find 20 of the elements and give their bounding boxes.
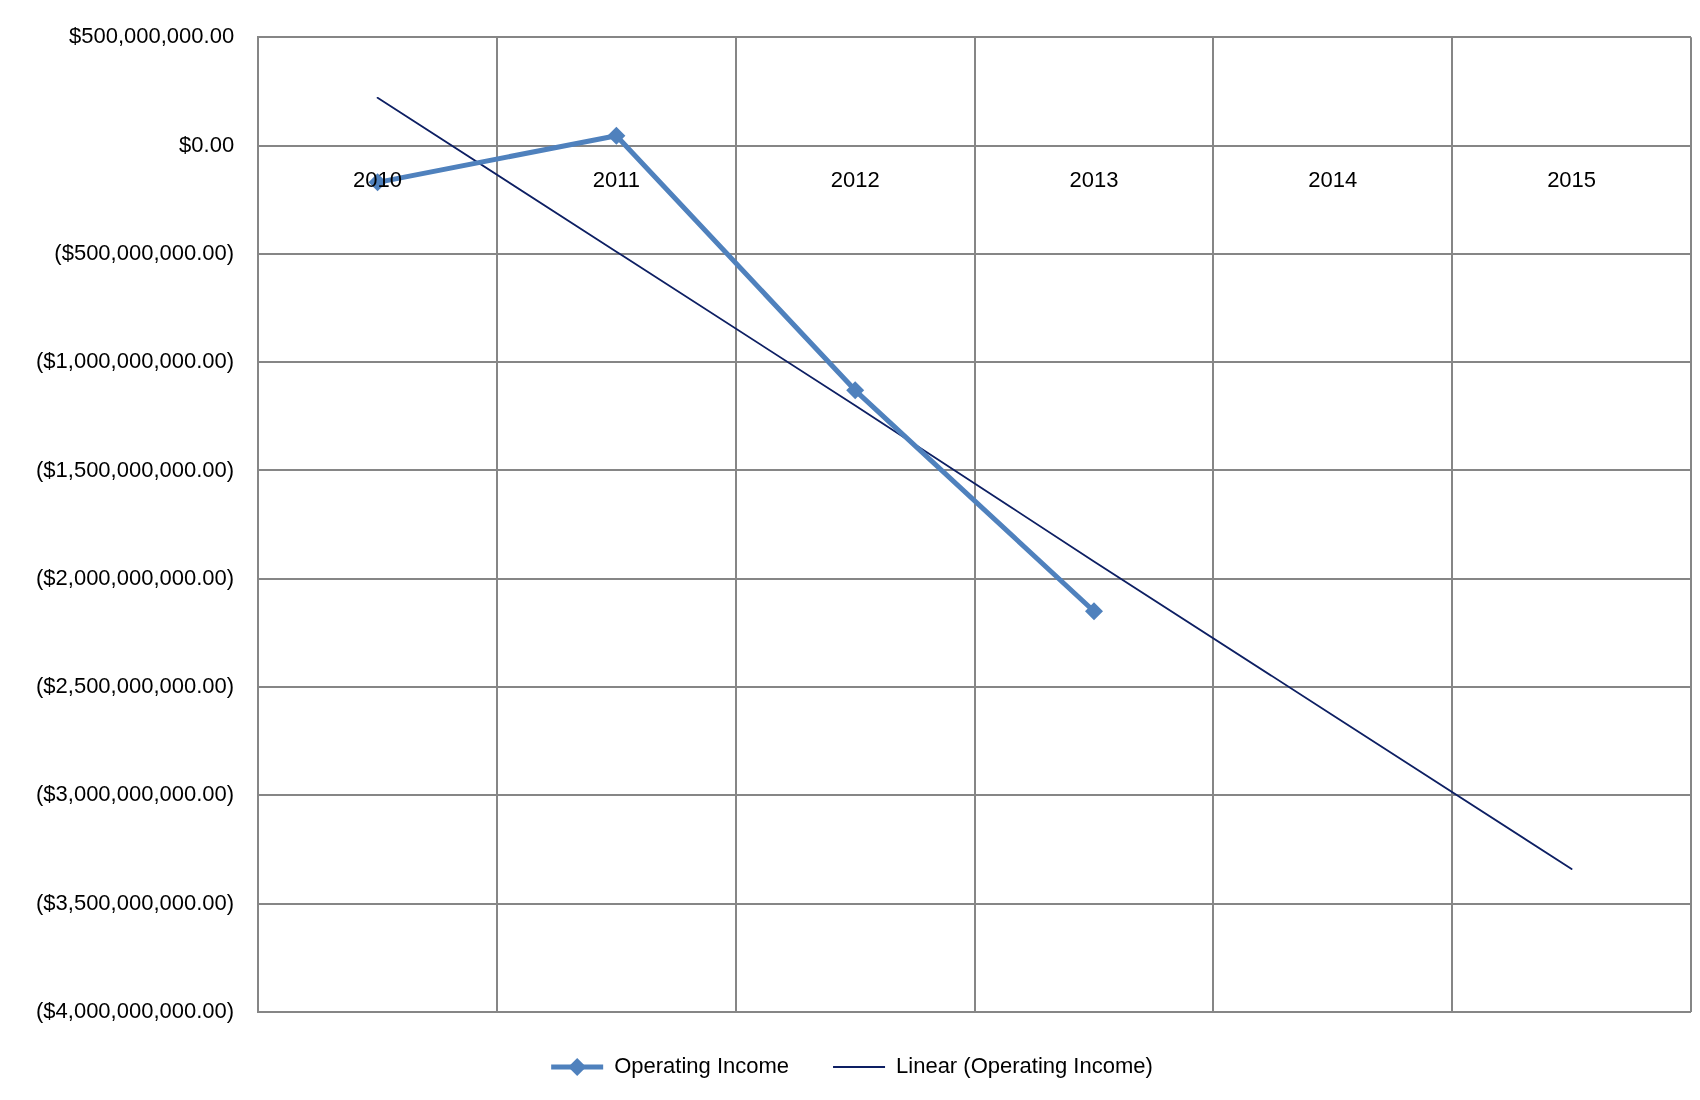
y-tick-label: $500,000,000.00	[68, 23, 235, 49]
y-tick-label: ($4,000,000,000.00)	[35, 998, 235, 1024]
x-tick-label: 2015	[1547, 166, 1597, 192]
x-tick-label: 2013	[1069, 166, 1119, 192]
y-tick-label: ($3,000,000,000.00)	[35, 781, 235, 807]
y-tick-label: ($500,000,000.00)	[54, 239, 235, 265]
point	[607, 126, 626, 145]
y-tick-label: ($2,500,000,000.00)	[35, 673, 235, 699]
legend-label: Operating Income	[614, 1053, 790, 1079]
point	[846, 381, 865, 400]
y-tick-label: ($2,000,000,000.00)	[35, 564, 235, 590]
y-tick-label: ($1,000,000,000.00)	[35, 348, 235, 374]
y-tick-label: ($1,500,000,000.00)	[35, 456, 235, 482]
legend-label: Linear (Operating Income)	[896, 1053, 1153, 1079]
y-tick-label: $0.00	[179, 131, 235, 157]
y-tick-label: ($3,500,000,000.00)	[35, 889, 235, 915]
x-tick-label: 2014	[1308, 166, 1358, 192]
x-tick-label: 2011	[592, 166, 641, 192]
point	[1084, 602, 1103, 621]
x-tick-label: 2012	[830, 166, 880, 192]
